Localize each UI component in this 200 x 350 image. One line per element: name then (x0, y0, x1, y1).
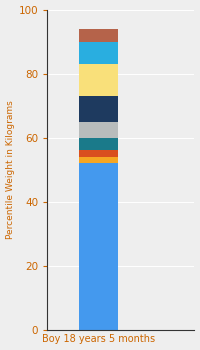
Bar (79, 163, 118, 330)
Bar (79, 157, 118, 163)
Bar (79, 42, 118, 64)
Y-axis label: Percentile Weight in Kilograms: Percentile Weight in Kilograms (6, 100, 15, 239)
Bar (79, 96, 118, 121)
Bar (79, 138, 118, 150)
Bar (79, 29, 118, 42)
Bar (79, 121, 118, 138)
Bar (79, 150, 118, 157)
Bar (79, 64, 118, 96)
